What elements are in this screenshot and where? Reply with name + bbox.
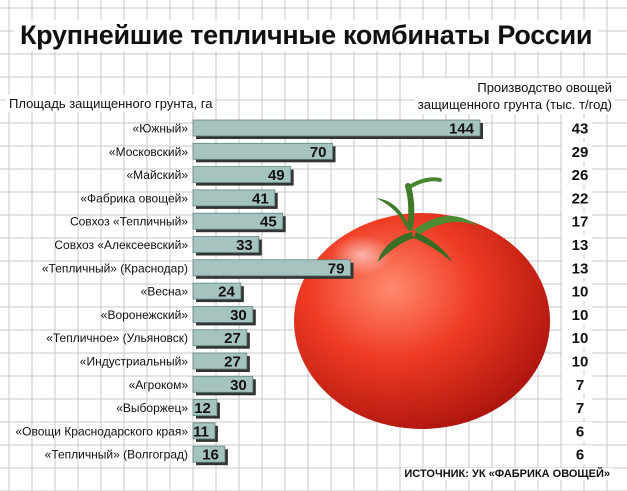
production-value-bg (562, 352, 592, 371)
production-value-label: 29 (572, 144, 589, 161)
category-label: «Фабрика овощей» (80, 191, 188, 205)
production-value-bg (562, 328, 592, 348)
bar-row: «Индустриальный» 27 10 (80, 352, 592, 372)
bar-row: «Воронежский» 30 10 (101, 305, 592, 326)
production-value-label: 22 (572, 190, 589, 207)
bar (192, 282, 242, 300)
right-axis-label: Производство овощей защищенного грунта (… (414, 78, 615, 114)
category-label: «Выборжец» (116, 401, 188, 415)
source-note: ИСТОЧНИК: УК «ФАБРИКА ОВОЩЕЙ» (401, 468, 613, 480)
bar (192, 375, 254, 393)
bar-row: «Тепличный» (Волгоград) 16 6 (45, 445, 592, 466)
production-value-bg (562, 212, 592, 232)
production-value-label: 26 (572, 167, 589, 184)
bar-value-label: 33 (236, 237, 253, 254)
category-label: «Весна» (141, 285, 189, 299)
production-value-label: 10 (572, 330, 589, 347)
bar (192, 399, 218, 417)
bar-value-label: 11 (193, 423, 209, 440)
bar-row: Совхоз «Алексеевский» 33 13 (54, 235, 592, 256)
production-value-bg (562, 375, 592, 395)
bar-value-label: 30 (230, 377, 247, 394)
tomato-illustration (294, 177, 550, 429)
bar-row: «Южный» 144 43 (133, 119, 592, 139)
production-value-label: 10 (572, 354, 589, 371)
category-label: «Южный» (133, 122, 189, 136)
bar-row: «Весна» 24 10 (141, 282, 592, 303)
production-value-bg (562, 165, 592, 185)
production-value-label: 43 (572, 121, 589, 138)
bar (192, 445, 226, 463)
production-value-bg (562, 398, 592, 418)
bar-row: «Выборжец» 12 7 (116, 398, 592, 419)
bar (192, 236, 260, 253)
production-value-label: 7 (576, 400, 584, 417)
bar-value-label: 79 (328, 260, 345, 277)
category-label: «Тепличный» (Краснодар) (42, 261, 188, 275)
production-value-bg (562, 305, 592, 325)
bar (192, 329, 248, 347)
bar-value-label: 144 (449, 121, 475, 138)
production-value-bg (562, 258, 592, 278)
category-label: Совхоз «Тепличный» (70, 215, 188, 229)
left-axis-label: Площадь защищенного грунта, га (6, 95, 216, 112)
bar-value-label: 49 (268, 167, 285, 184)
bar-row: «Овощи Краснодарского края» 11 6 (15, 421, 592, 442)
category-label: «Воронежский» (101, 308, 189, 322)
bar (192, 142, 333, 160)
bar (192, 166, 292, 184)
category-label: Совхоз «Алексеевский» (54, 238, 188, 252)
production-value-bg (562, 421, 592, 441)
production-value-label: 7 (576, 377, 584, 394)
bar-value-label: 41 (252, 190, 269, 207)
production-value-bg (562, 235, 592, 255)
bar-value-label: 27 (224, 330, 241, 347)
category-label: «Тепличный» (Волгоград) (45, 448, 188, 462)
right-axis-label-line2: защищенного грунта (тыс. т/год) (417, 97, 612, 112)
production-value-bg (562, 445, 592, 465)
category-label: «Овощи Краснодарского края» (15, 424, 188, 438)
production-value-label: 17 (572, 214, 589, 231)
bar (192, 352, 248, 370)
bar-row: «Фабрика овощей» 41 22 (80, 188, 592, 209)
category-label: «Московский» (109, 145, 188, 159)
production-value-label: 13 (572, 237, 589, 254)
bar (192, 259, 351, 277)
bar (192, 119, 481, 137)
bar-value-label: 16 (202, 447, 219, 464)
chart-title: Крупнейшие тепличные комбинаты России (14, 20, 599, 51)
production-value-label: 6 (576, 447, 584, 464)
bar-value-label: 30 (230, 307, 247, 324)
bar-row: «Тепличный» (Краснодар) 79 13 (42, 258, 592, 279)
production-value-label: 10 (572, 307, 589, 324)
bar (192, 212, 284, 230)
production-value-bg (562, 282, 592, 302)
category-label: «Агроком» (129, 378, 189, 392)
bar-value-label: 45 (260, 214, 277, 231)
bar-row: Совхоз «Тепличный» 45 17 (70, 212, 592, 233)
category-label: «Майский» (126, 168, 188, 182)
category-label: «Индустриальный» (80, 355, 189, 369)
bar (192, 422, 216, 440)
bar-value-label: 70 (310, 144, 327, 161)
bar (192, 305, 254, 323)
bar-value-label: 27 (224, 354, 241, 371)
production-value-label: 13 (572, 260, 589, 277)
bar-value-label: 24 (218, 284, 235, 301)
bars-layer: «Южный» 144 43 «Московский» 70 29 «Майский» 49 2… (15, 119, 592, 466)
bar (192, 189, 276, 207)
production-value-label: 10 (572, 284, 589, 301)
bar-row: «Майский» 49 26 (126, 165, 592, 186)
production-value-bg (562, 188, 592, 208)
category-label: «Тепличное» (Ульяновск) (46, 331, 188, 345)
production-value-bg (562, 119, 592, 138)
bar-row: «Московский» 70 29 (109, 142, 592, 163)
bar-row: «Тепличное» (Ульяновск) 27 10 (46, 328, 592, 349)
production-value-bg (562, 142, 592, 162)
bar-value-label: 12 (194, 400, 211, 417)
production-value-label: 6 (576, 423, 584, 440)
right-axis-label-line1: Производство овощей (477, 80, 612, 95)
bar-row: «Агроком» 30 7 (129, 375, 592, 396)
